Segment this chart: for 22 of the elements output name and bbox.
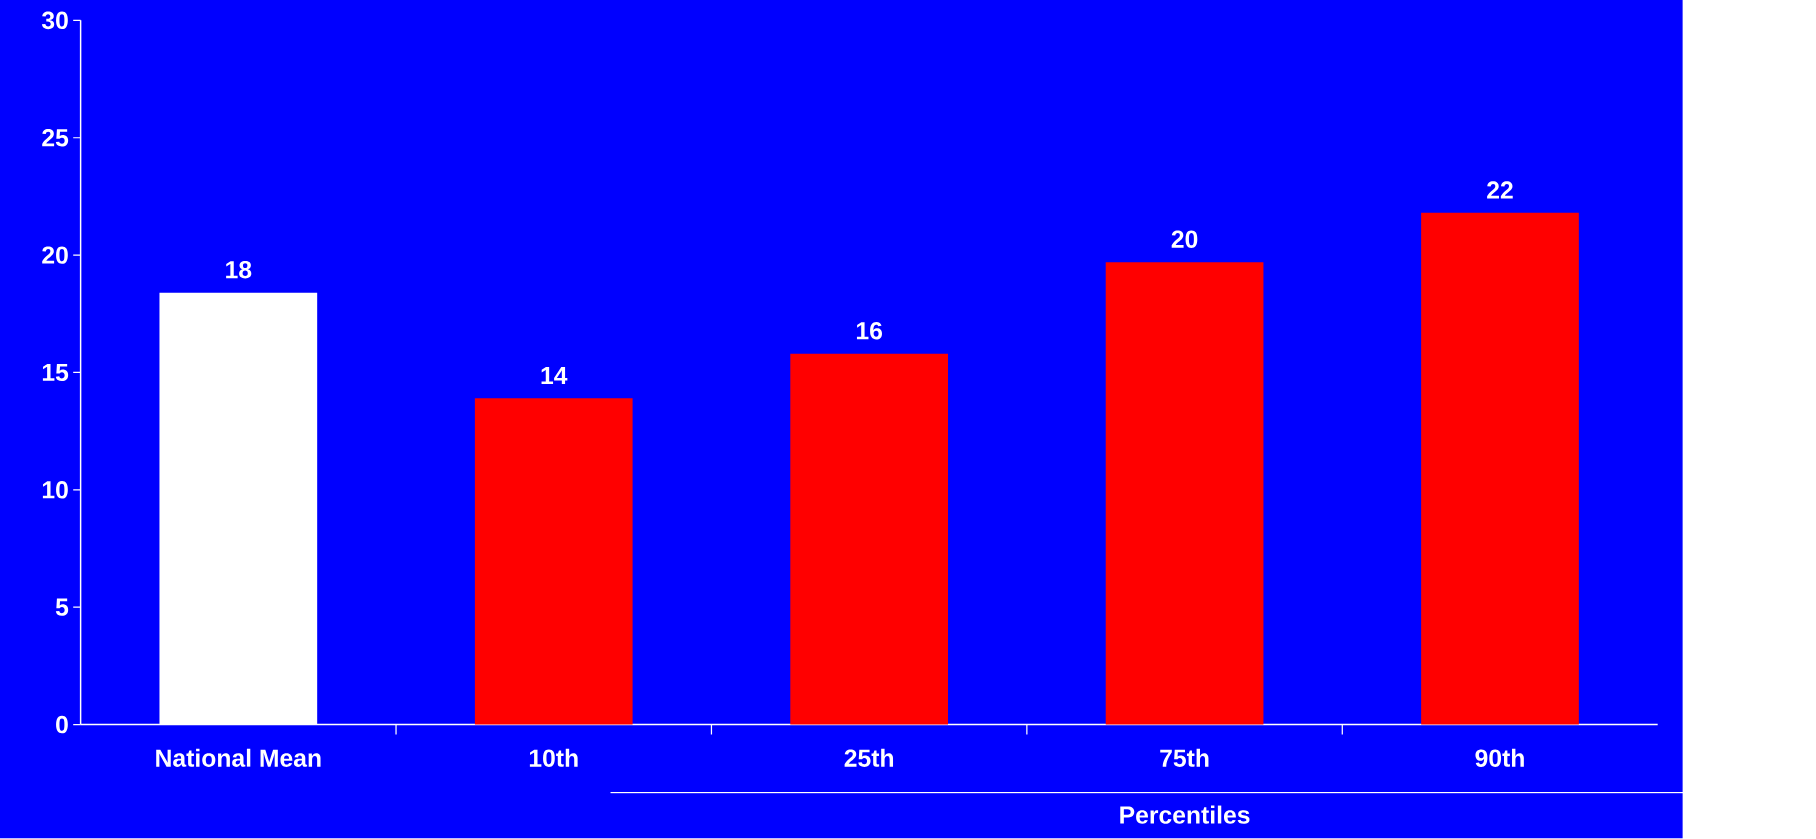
bar [790, 353, 949, 725]
x-tick-label: 75th [1160, 748, 1209, 768]
data-label: 18 [226, 261, 252, 279]
y-tick-label: 25 [42, 129, 69, 147]
data-label: 14 [541, 367, 568, 385]
x-axis-title: Percentiles [1120, 805, 1250, 824]
y-tick-label: 5 [55, 598, 69, 617]
y-tick-label: 10 [42, 481, 68, 499]
x-tick-label: 10th [529, 748, 578, 768]
x-tick-label: 90th [1475, 748, 1524, 768]
bar [1105, 262, 1264, 725]
bar [1421, 213, 1579, 725]
y-tick-label: 15 [42, 364, 69, 382]
data-label: 22 [1487, 181, 1513, 199]
y-tick-label: 30 [41, 11, 68, 30]
data-label: 20 [1171, 230, 1198, 249]
x-tick-label: 25th [844, 748, 894, 768]
y-tick-label: 20 [42, 246, 68, 265]
y-tick-label: 0 [56, 716, 68, 734]
data-label: 16 [856, 322, 882, 340]
bar [474, 398, 633, 725]
x-tick-label: National Mean [156, 748, 321, 768]
